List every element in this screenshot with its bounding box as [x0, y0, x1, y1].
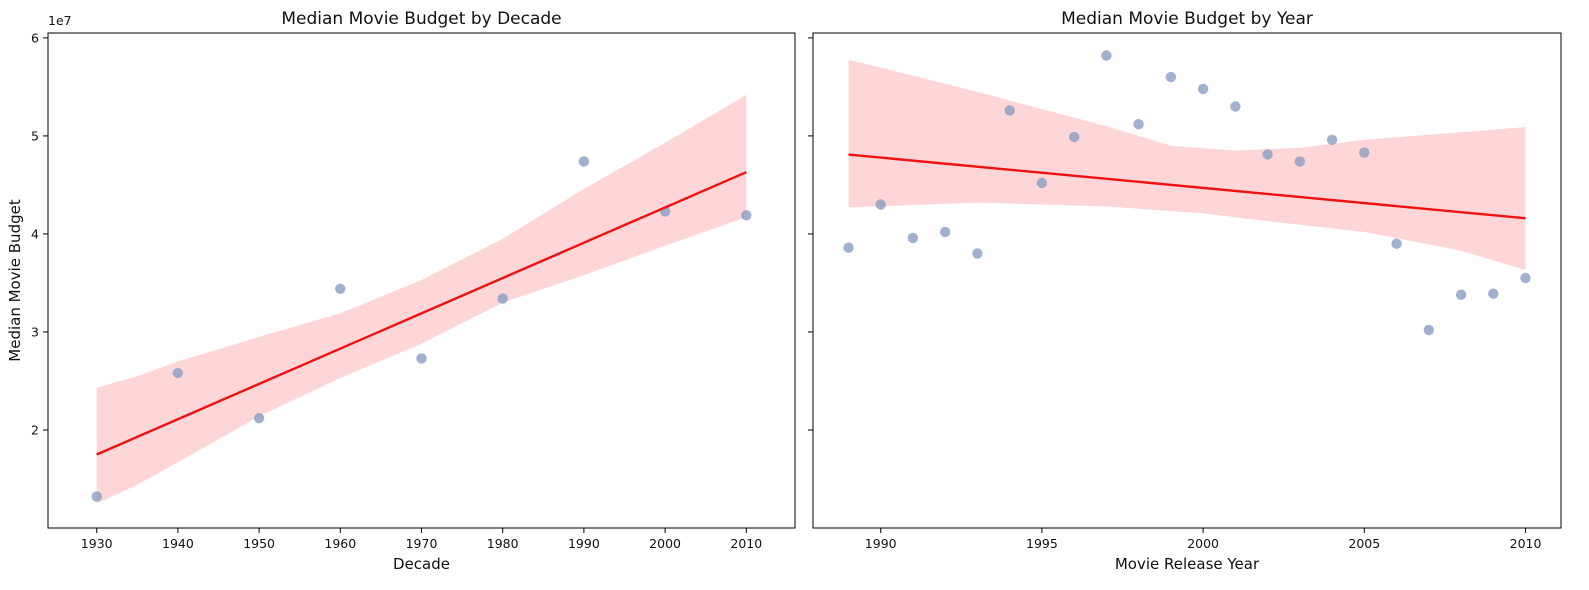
data-point	[172, 367, 184, 379]
chart-title: Median Movie Budget by Year	[1061, 9, 1313, 29]
data-point	[875, 199, 886, 210]
data-point	[497, 293, 508, 304]
x-tick-label: 1980	[487, 536, 519, 551]
data-point	[335, 283, 346, 294]
axes-frame	[812, 32, 1562, 529]
x-tick-label: 1990	[568, 536, 600, 551]
data-point	[972, 248, 983, 259]
data-point	[907, 232, 919, 244]
y-axis-label: Median Movie Budget	[6, 199, 24, 362]
x-tick-label: 2000	[649, 536, 681, 551]
data-point	[1391, 238, 1402, 249]
confidence-band	[848, 59, 1526, 271]
x-tick-label: 1950	[243, 536, 275, 551]
x-axis-label: Decade	[393, 555, 450, 573]
x-tick-label: 1995	[1026, 536, 1058, 551]
data-point	[1455, 289, 1467, 300]
data-point	[1004, 105, 1015, 116]
data-point	[1423, 324, 1435, 336]
x-tick-label: 2005	[1348, 536, 1380, 551]
data-point	[940, 226, 951, 238]
chart-panel-year: 1990 1995 2000 2005 2010 Median Movie Budget …	[808, 9, 1562, 573]
data-point	[1262, 149, 1273, 160]
y-tick-label: 3	[31, 324, 39, 339]
y-tick-label: 5	[31, 128, 39, 143]
x-axis-label: Movie Release Year	[1115, 555, 1260, 573]
x-tick-label: 1970	[406, 536, 438, 551]
regression-line	[848, 153, 1526, 220]
data-point	[416, 353, 427, 364]
x-tick-label: 2000	[1187, 536, 1219, 551]
data-point	[1069, 131, 1080, 143]
data-point	[1101, 50, 1112, 61]
data-point	[1520, 272, 1531, 284]
x-tick-label: 1940	[162, 536, 194, 551]
y-offset-label: 1e7	[48, 13, 72, 28]
data-point	[1326, 134, 1338, 145]
data-point	[741, 210, 752, 221]
data-point	[253, 413, 265, 424]
data-point	[1294, 156, 1306, 167]
data-point	[578, 156, 590, 167]
data-point	[1359, 147, 1370, 158]
x-tick-label: 1990	[865, 536, 897, 551]
data-point	[1230, 101, 1241, 112]
y-tick-label: 2	[31, 422, 39, 437]
y-tick-label: 6	[31, 30, 39, 45]
chart-title: Median Movie Budget by Decade	[281, 9, 561, 29]
confidence-band	[96, 94, 747, 504]
x-tick-label: 2010	[1510, 536, 1542, 551]
regression-line	[96, 171, 747, 456]
data-point	[1197, 83, 1209, 95]
data-point	[843, 242, 854, 253]
data-point	[1165, 71, 1177, 83]
data-point	[1133, 119, 1144, 130]
data-point	[91, 491, 102, 502]
x-tick-label: 2010	[730, 536, 762, 551]
chart-panel-decade: 1930 1940 1950 1960 1970 1980 1990 2000 2010 2 3 4 5…	[6, 9, 796, 573]
data-point	[1036, 177, 1048, 189]
x-tick-label: 1960	[324, 536, 356, 551]
data-point	[1488, 288, 1499, 299]
y-tick-label: 4	[31, 226, 39, 241]
x-tick-label: 1930	[81, 536, 113, 551]
